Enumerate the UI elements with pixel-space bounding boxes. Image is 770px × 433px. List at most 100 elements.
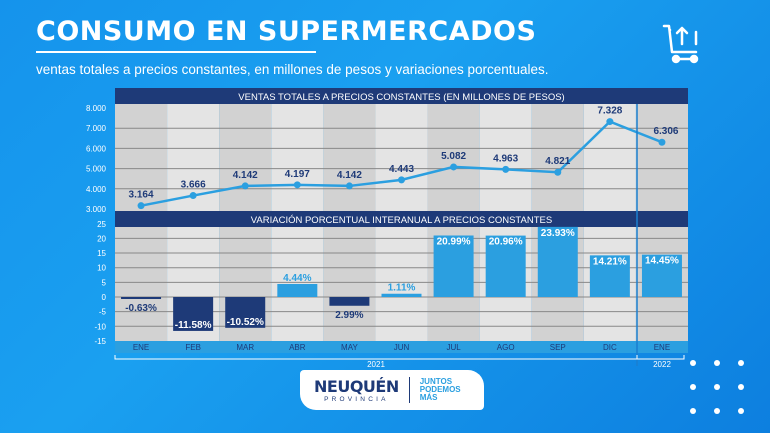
bar — [381, 293, 422, 297]
data-label: 4.443 — [389, 164, 414, 175]
bar-label: 2.99% — [335, 310, 363, 321]
x-tick-label: SEP — [550, 343, 566, 352]
year-label: 2022 — [653, 360, 671, 369]
data-point — [502, 165, 510, 173]
y-tick-label: 8.000 — [86, 104, 107, 113]
data-point — [398, 176, 405, 184]
year-label: 2021 — [367, 360, 385, 369]
data-point — [293, 181, 301, 189]
column-bg — [375, 227, 428, 341]
column-bg — [427, 104, 480, 211]
bar-label: 14.45% — [645, 256, 679, 267]
x-tick-label: ABR — [289, 343, 306, 352]
shopping-cart-upload-icon — [662, 24, 699, 64]
bar-chart-header — [115, 211, 688, 227]
bar-chart-title: VARIACIÓN PORCENTUAL INTERANUAL A PRECIO… — [251, 215, 552, 226]
y-tick-label: 6.000 — [86, 144, 107, 153]
bar-label: -0.63% — [125, 303, 157, 314]
x-tick-label: ENE — [654, 343, 670, 352]
y-tick-label: 15 — [97, 249, 106, 258]
y-tick-label: 7.000 — [86, 124, 107, 133]
data-label: 4.197 — [285, 169, 310, 180]
data-point — [345, 182, 353, 190]
data-label: 6.306 — [653, 126, 678, 137]
bar-label: 20.96% — [489, 237, 523, 248]
data-point — [554, 168, 562, 176]
bar-label: 14.21% — [593, 256, 627, 267]
column-bg — [531, 104, 584, 211]
slogan-line: JUNTOS — [419, 377, 453, 386]
data-label: 3.666 — [181, 180, 206, 191]
slogan-line: MÁS — [419, 393, 438, 402]
x-tick-label: AGO — [497, 343, 515, 352]
y-tick-label: 4.000 — [86, 185, 107, 194]
bar — [225, 297, 266, 328]
bar-label: -10.52% — [227, 317, 264, 328]
x-tick-label: FEB — [185, 343, 201, 352]
x-tick-label: MAR — [236, 343, 254, 352]
logo-sub: PROVINCIA — [324, 396, 389, 403]
x-tick-label: DIC — [603, 343, 617, 352]
data-point — [241, 182, 249, 190]
bar-label: 20.99% — [437, 236, 471, 247]
data-label: 4.142 — [233, 170, 258, 181]
y-tick-label: -15 — [94, 337, 106, 346]
y-tick-label: 5 — [102, 278, 107, 287]
bar — [485, 235, 526, 297]
x-tick-label: JUN — [394, 343, 410, 352]
line-chart-title: VENTAS TOTALES A PRECIOS CONSTANTES (EN … — [238, 92, 564, 103]
x-tick-label: ENE — [133, 343, 149, 352]
year-bracket — [114, 355, 685, 360]
column-bg — [635, 104, 688, 211]
column-bg — [375, 104, 428, 211]
column-bg — [271, 104, 324, 211]
y-tick-label: -5 — [99, 308, 107, 317]
bar — [121, 297, 162, 299]
title-underline — [36, 51, 316, 53]
data-label: 4.821 — [545, 156, 570, 167]
column-bg — [115, 227, 168, 341]
page-subtitle: ventas totales a precios constantes, en … — [36, 62, 549, 77]
bar — [537, 226, 578, 297]
column-bg — [323, 104, 376, 211]
logo-divider — [408, 377, 410, 403]
y-tick-label: 3.000 — [86, 205, 107, 214]
bar — [329, 297, 370, 306]
line-chart-header — [115, 88, 688, 104]
data-point — [137, 202, 145, 210]
column-bg — [115, 104, 168, 211]
x-axis-band — [115, 341, 688, 353]
data-label: 4.142 — [337, 170, 362, 181]
data-point — [450, 163, 458, 171]
column-bg — [323, 227, 376, 341]
bar-label: -11.58% — [175, 320, 212, 331]
x-tick-label: JUL — [446, 343, 461, 352]
data-point — [189, 192, 197, 200]
neuquen-logo: NEUQUÉN PROVINCIA JUNTOS PODEMOS MÁS — [300, 370, 484, 410]
logo-slogan: JUNTOS PODEMOS MÁS — [420, 378, 461, 402]
y-tick-label: 5.000 — [86, 165, 107, 174]
column-bg — [479, 104, 532, 211]
data-label: 4.963 — [493, 153, 518, 164]
data-label: 5.082 — [441, 151, 466, 162]
bar-label: 1.11% — [388, 283, 416, 294]
page-title: CONSUMO EN SUPERMERCADOS — [36, 16, 537, 47]
bar-label: 23.93% — [541, 228, 575, 239]
bar — [433, 235, 474, 297]
bar — [641, 254, 682, 297]
bar — [277, 283, 318, 297]
y-tick-label: 10 — [97, 264, 106, 273]
y-tick-label: 0 — [102, 293, 107, 302]
bar-label: 4.44% — [283, 273, 311, 284]
y-tick-label: 20 — [97, 234, 106, 243]
data-label: 3.164 — [129, 190, 154, 201]
x-tick-label: MAY — [341, 343, 358, 352]
y-tick-label: 25 — [97, 220, 106, 229]
data-point — [606, 118, 614, 126]
slogan-line: PODEMOS — [419, 385, 461, 394]
column-bg — [219, 104, 272, 211]
logo-name: NEUQUÉN — [314, 377, 399, 396]
bar — [589, 255, 630, 297]
bar — [173, 297, 214, 331]
